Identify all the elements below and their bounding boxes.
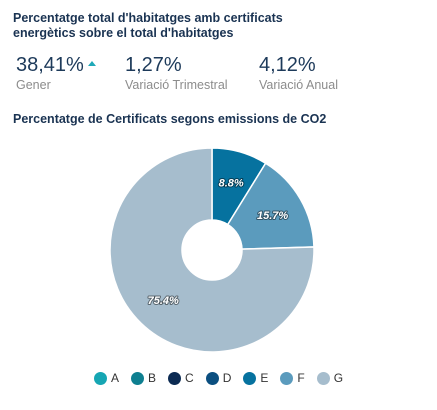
legend-label-e: E <box>260 371 269 385</box>
chart-legend: A B C D E F G <box>94 371 355 385</box>
legend-item-c[interactable]: C <box>168 371 194 385</box>
kpi-gener: 38,41% Gener <box>16 53 96 93</box>
kpi-annual-label: Variació Anual <box>259 78 338 92</box>
legend-label-a: A <box>111 371 120 385</box>
slice-label-g: 75.4% <box>148 295 179 307</box>
legend-label-g: G <box>333 371 344 385</box>
kpi-annual-value: 4,12% <box>259 54 316 76</box>
kpi-quarterly: 1,27% Variació Trimestral <box>125 53 228 93</box>
legend-swatch-b <box>131 371 145 385</box>
kpi-gener-value-row: 38,41% <box>16 53 96 77</box>
donut-chart: 8.8% 15.7% 75.4% <box>109 147 315 353</box>
kpi-gener-value: 38,41% <box>16 54 84 76</box>
kpi-quarterly-value: 1,27% <box>125 54 182 76</box>
legend-swatch-a <box>94 371 107 385</box>
legend-item-g[interactable]: G <box>316 371 344 385</box>
legend-swatch-g <box>316 371 330 385</box>
kpi-annual: 4,12% Variació Anual <box>259 53 338 93</box>
trend-up-icon <box>87 61 96 66</box>
legend-label-d: D <box>222 371 232 385</box>
legend-item-f[interactable]: F <box>280 371 305 385</box>
kpi-quarterly-label: Variació Trimestral <box>125 78 228 92</box>
legend-item-d[interactable]: D <box>205 371 232 385</box>
legend-item-a[interactable]: A <box>94 371 119 385</box>
legend-swatch-d <box>205 371 219 385</box>
legend-label-b: B <box>148 371 157 385</box>
donut-slice-f[interactable] <box>226 162 315 250</box>
donut-slice-g[interactable] <box>109 147 315 353</box>
widget-title: Percentatge total d'habitatges amb certi… <box>13 11 283 40</box>
slice-label-e: 8.8% <box>219 178 244 190</box>
slice-label-f: 15.7% <box>257 210 288 222</box>
chart-title: Percentatge de Certificats segons emissi… <box>13 112 327 126</box>
legend-swatch-c <box>168 371 182 385</box>
legend-label-c: C <box>185 371 194 385</box>
legend-swatch-f <box>280 371 294 385</box>
legend-item-e[interactable]: E <box>243 371 268 385</box>
legend-item-b[interactable]: B <box>131 371 156 385</box>
kpi-gener-label: Gener <box>16 78 51 92</box>
legend-label-f: F <box>297 371 305 385</box>
legend-swatch-e <box>243 371 257 385</box>
